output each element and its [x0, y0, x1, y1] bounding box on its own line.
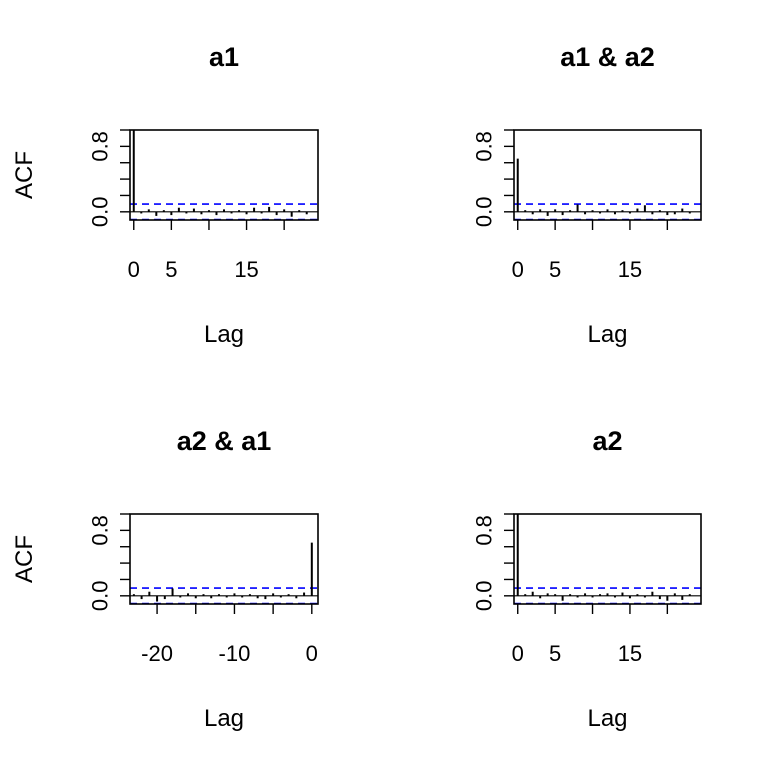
x-axis-label: Lag — [204, 321, 244, 348]
y-tick-label: 0.8 — [88, 131, 113, 162]
panel-title: a2 — [592, 426, 622, 456]
plot-frame — [513, 129, 702, 221]
panel-title: a2 & a1 — [177, 426, 272, 456]
acf-panel-3: a2 & a1 Lag ACF 0.0 0.8 -20 -10 0 — [11, 426, 319, 732]
x-tick-label: 5 — [549, 641, 561, 666]
x-axis-label: Lag — [587, 321, 627, 348]
y-tick-label: 0.0 — [88, 581, 113, 612]
y-tick-label: 0.8 — [472, 515, 497, 546]
y-axis-label: ACF — [11, 151, 38, 199]
y-tick-label: 0.0 — [472, 197, 497, 228]
y-tick-label: 0.8 — [88, 515, 113, 546]
x-tick-label: -10 — [219, 641, 251, 666]
panel-title: a1 & a2 — [560, 42, 655, 72]
acf-panel-4: a2 Lag 0.0 0.8 0 5 15 — [472, 426, 702, 732]
y-tick-label: 0.8 — [472, 131, 497, 162]
y-tick-label: 0.0 — [88, 197, 113, 228]
x-tick-label: 5 — [549, 257, 561, 282]
x-tick-label: 0 — [512, 641, 524, 666]
x-axis-label: Lag — [204, 705, 244, 732]
y-axis-label: ACF — [11, 535, 38, 583]
x-tick-label: 0 — [128, 257, 140, 282]
plot-frame — [129, 513, 319, 605]
x-tick-label: 0 — [512, 257, 524, 282]
x-tick-label: 15 — [618, 257, 642, 282]
plot-frame — [129, 129, 319, 221]
x-tick-label: -20 — [141, 641, 173, 666]
acf-panel-2: a1 & a2 Lag 0.0 0.8 0 5 15 — [472, 42, 702, 348]
x-axis-label: Lag — [587, 705, 627, 732]
x-tick-label: 15 — [618, 641, 642, 666]
x-tick-label: 15 — [234, 257, 258, 282]
panel-title: a1 — [209, 42, 239, 72]
acf-panel-1: a1 Lag ACF 0.0 0.8 0 5 15 — [11, 42, 319, 348]
x-tick-label: 0 — [306, 641, 318, 666]
x-tick-label: 5 — [165, 257, 177, 282]
y-tick-label: 0.0 — [472, 581, 497, 612]
plot-frame — [513, 513, 702, 605]
